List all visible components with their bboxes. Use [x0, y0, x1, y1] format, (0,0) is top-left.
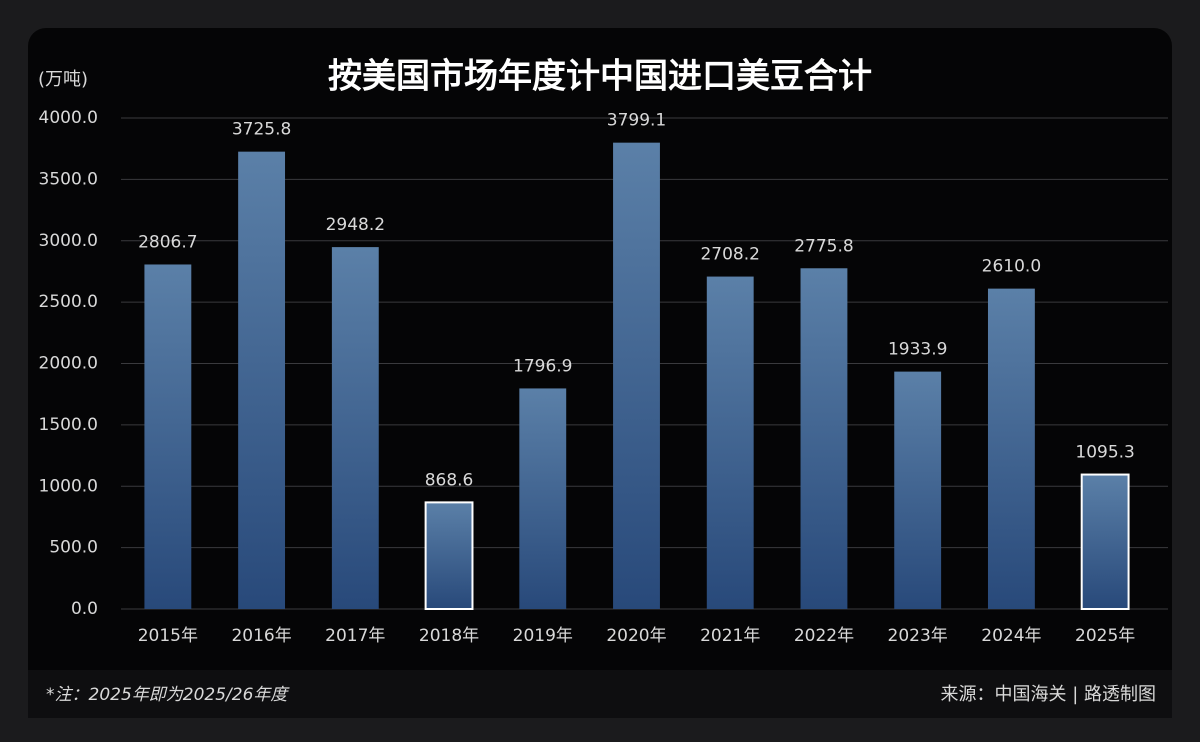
y-tick-label: 500.0	[49, 538, 98, 558]
y-tick-label: 3500.0	[39, 169, 98, 189]
bar	[144, 264, 192, 609]
x-tick-label: 2024年	[981, 626, 1041, 646]
y-tick-label: 2500.0	[39, 292, 98, 312]
value-label: 868.6	[425, 470, 474, 490]
x-tick-label: 2016年	[231, 626, 291, 646]
value-label: 3799.1	[607, 111, 666, 131]
y-tick-label: 1500.0	[39, 415, 98, 435]
value-label: 2610.0	[982, 257, 1041, 277]
x-tick-label: 2022年	[794, 626, 854, 646]
bar	[1080, 473, 1130, 610]
y-tick-label: 2000.0	[39, 354, 98, 374]
x-tick-label: 2017年	[325, 626, 385, 646]
bar	[894, 371, 942, 609]
value-label: 2708.2	[700, 245, 759, 265]
bar	[800, 268, 848, 609]
bar	[519, 388, 567, 609]
value-label: 1095.3	[1075, 443, 1134, 463]
value-label: 2948.2	[326, 215, 385, 235]
value-label: 1933.9	[888, 340, 947, 360]
value-label: 1796.9	[513, 356, 572, 376]
value-label: 3725.8	[232, 120, 291, 140]
value-label: 2775.8	[794, 236, 853, 256]
source: 来源：中国海关 | 路透制图	[940, 684, 1156, 705]
bar	[613, 142, 660, 610]
bar	[987, 288, 1035, 609]
x-tick-label: 2021年	[700, 626, 760, 646]
y-tick-label: 4000.0	[39, 108, 98, 128]
x-tick-label: 2025年	[1075, 626, 1135, 646]
bar	[706, 276, 754, 609]
x-tick-label: 2019年	[513, 626, 573, 646]
y-axis-label: (万吨)	[38, 69, 88, 90]
chart-panel	[28, 28, 1172, 718]
x-tick-label: 2020年	[606, 626, 666, 646]
bar	[238, 151, 286, 609]
note: *注：2025年即为2025/26年度	[46, 685, 290, 705]
x-tick-label: 2023年	[888, 626, 948, 646]
y-tick-label: 0.0	[71, 599, 98, 619]
y-tick-label: 3000.0	[39, 231, 98, 251]
value-label: 2806.7	[138, 232, 197, 252]
y-tick-label: 1000.0	[39, 476, 98, 496]
x-tick-label: 2015年	[138, 626, 198, 646]
chart-title: 按美国市场年度计中国进口美豆合计	[328, 57, 872, 97]
bar	[331, 247, 379, 609]
bar	[424, 501, 474, 611]
x-tick-label: 2018年	[419, 626, 479, 646]
footer-band	[28, 670, 1172, 718]
